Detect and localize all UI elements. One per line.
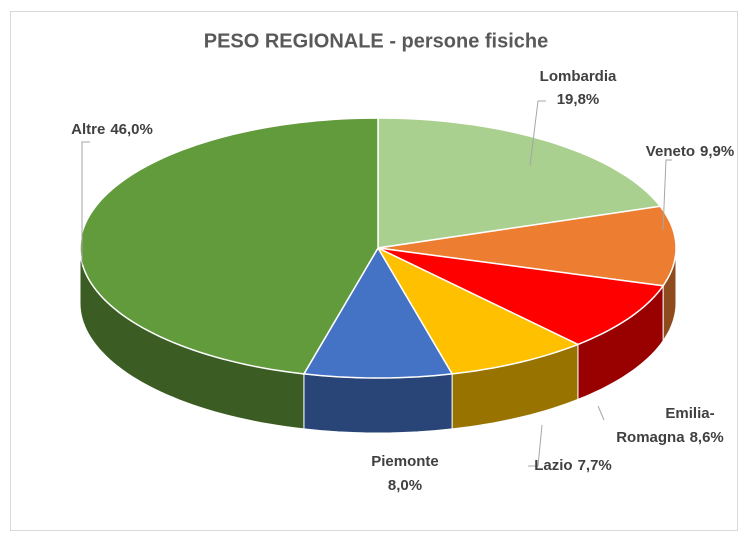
data-label: 8,0% <box>388 477 422 494</box>
label-name: Lazio <box>534 457 572 474</box>
data-label: Altre 46,0% <box>71 121 153 138</box>
pie-slice-top <box>377 205 677 287</box>
data-label: 19,8% <box>557 91 600 108</box>
pie-slice <box>377 205 677 343</box>
label-name: Altre <box>71 121 105 138</box>
data-label: Veneto 9,9% <box>646 143 734 160</box>
pie-slice-top <box>377 117 662 249</box>
data-label: Lombardia <box>540 68 617 85</box>
pie-slice <box>302 246 454 434</box>
pie-slice-top <box>376 246 580 375</box>
label-value: 9,9% <box>700 143 734 160</box>
leader-line <box>529 100 546 167</box>
label-name: Lombardia <box>540 68 617 85</box>
data-label: Romagna 8,6% <box>616 429 724 446</box>
leader-line <box>528 424 543 467</box>
data-label: Emilia- <box>665 405 714 422</box>
label-value: 8,0% <box>388 477 422 494</box>
pie-slice-side <box>303 373 453 434</box>
label-value: 19,8% <box>557 91 600 108</box>
label-name: Romagna <box>616 429 685 446</box>
leader-line <box>662 159 672 231</box>
pie-slice <box>377 117 662 249</box>
pie-slice-top <box>377 247 665 346</box>
label-value: 46,0% <box>110 121 153 138</box>
data-label: Piemonte <box>371 453 439 470</box>
leader-line <box>81 141 90 265</box>
label-name: Emilia- <box>665 405 714 422</box>
chart-title: PESO REGIONALE - persone fisiche <box>204 30 549 52</box>
pie-slice <box>376 246 580 430</box>
label-name: Piemonte <box>371 453 439 470</box>
data-label: Lazio 7,7% <box>534 457 612 474</box>
label-value: 7,7% <box>578 457 612 474</box>
label-name: Veneto <box>646 143 695 160</box>
pie-slice-top <box>302 246 454 379</box>
label-value: 8,6% <box>690 429 724 446</box>
leader-line <box>597 405 605 421</box>
